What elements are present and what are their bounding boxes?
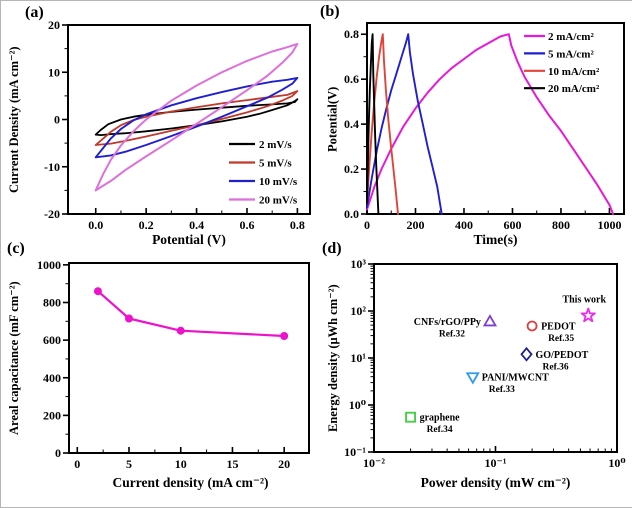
tick-label: 0 [364,218,370,232]
tick-label: 0.8 [290,218,305,232]
cv-yaxis-title: Current Density (mA cm⁻²) [7,46,21,194]
tick-label: 10⁰ [608,456,625,470]
gcd-plot: 0 200 400 600 800 1000 0.0 0.2 0.4 0.6 0.8 2 mA/cm²… [344,22,625,232]
series-2 mA/cm² [366,33,615,215]
tick-label: 5 mA/cm² [548,48,594,60]
tick-label: 600 [43,333,61,347]
tick-label: 2 mV/s [259,139,292,151]
series-10 mV/s [94,76,299,159]
tick-label: Ref.36 [543,362,569,372]
tick-label: 10⁻¹ [344,445,366,459]
tick-label: 10 mA/cm² [548,66,600,78]
tick-label: 0.0 [344,207,359,221]
plot-frame [68,262,310,454]
tick-label: 10 [175,457,187,471]
tick-label: 400 [43,371,61,385]
tick-label: 10³ [350,257,366,271]
tick-label: 0.0 [88,218,103,232]
marker-star [580,307,596,323]
tick-label: 0.6 [344,72,359,86]
tick-label: CNFs/rGO/PPy [414,317,481,328]
plot-frame [366,22,625,215]
tick-label: PANI/MWCNT [482,373,549,384]
tick-label: 800 [552,218,570,232]
series-2 mV/s [94,98,299,136]
tick-label: 20 [278,457,290,471]
data-point [280,331,289,340]
tick-label: 0.2 [139,218,154,232]
tick-label: GO/PEDOT [536,350,589,361]
tick-label: This work [562,295,606,306]
tick-label: 0.8 [344,27,359,41]
tick-label: 10⁻² [363,456,385,470]
cv-plot: 0.0 0.2 0.4 0.6 0.8 -20 -10 0 10 20 2 mV/s 5 mV/s 10… [44,18,311,232]
tick-label: 2 mA/cm² [548,31,594,43]
series-areal capacitance [96,290,286,338]
data-point [176,326,185,335]
tick-label: Ref.34 [427,425,453,435]
marker-square [405,411,416,423]
tick-label: 600 [503,218,521,232]
marker-triangle-down [465,372,480,385]
gcd-yaxis-title: Potential(V) [325,86,340,152]
tick-label: 0.4 [189,218,204,232]
tick-label: PEDOT [541,321,576,332]
tick-label: 0.4 [344,117,359,131]
tick-label: 10⁰ [349,398,366,412]
series-5 mA/cm² [366,33,443,215]
cv-xaxis-title: Potential (V) [152,232,226,247]
tick-label: 10 mV/s [259,176,298,188]
tick-label: 800 [43,296,61,310]
panel-label-d: (d) [322,240,342,257]
tick-label: -20 [44,207,60,221]
marker-circle [526,320,538,332]
panel-label-b: (b) [320,3,340,20]
tick-label: 10⁻¹ [485,456,507,470]
tick-label: 400 [455,218,473,232]
tick-label: 0.6 [239,218,254,232]
series-20 mA/cm² [366,33,380,215]
tick-label: 0 [55,446,61,460]
data-point [93,287,102,296]
capacitance-yaxis-title: Areal capacitance (mF cm⁻²) [7,281,21,436]
series-10 mA/cm² [366,33,399,215]
tick-label: 1000 [597,218,621,232]
ragone-yaxis-title: Energy density (μWh cm⁻²) [326,284,340,433]
marker-diamond [520,346,533,362]
tick-label: 10 [48,65,60,79]
tick-label: 0.2 [344,162,359,176]
tick-label: -10 [44,160,60,174]
tick-label: 10² [350,304,366,318]
capacitance-xaxis-title: Current density (mA cm⁻²) [112,475,269,490]
tick-label: Ref.35 [548,334,574,344]
gcd-xaxis-title: Time(s) [473,232,518,247]
tick-label: 1000 [37,258,61,272]
tick-label: 15 [226,457,238,471]
tick-label: Ref.32 [439,329,465,339]
ragone-xaxis-title: Power density (mW cm⁻²) [420,475,571,490]
tick-label: 5 mV/s [259,158,292,170]
tick-label: 0 [54,113,60,127]
series-20 mV/s [94,42,299,192]
tick-label: 10¹ [350,351,366,365]
data-point [125,314,133,323]
tick-label: 5 [126,457,132,471]
tick-label: 200 [406,218,424,232]
marker-triangle-up [482,314,498,327]
tick-label: 0 [74,457,80,471]
tick-label: 20 [48,18,60,32]
tick-label: 200 [43,408,61,422]
panel-label-c: (c) [7,240,25,257]
ragone-plot: 10⁻² 10⁻¹ 10⁰10⁻¹10⁰10¹10²10³grapheneRef.3… [344,257,626,470]
tick-label: graphene [420,413,461,424]
tick-label: Ref.33 [489,385,515,395]
tick-label: 20 mV/s [259,195,298,207]
tick-label: 20 mA/cm² [548,83,600,95]
panel-label-a: (a) [25,4,44,21]
